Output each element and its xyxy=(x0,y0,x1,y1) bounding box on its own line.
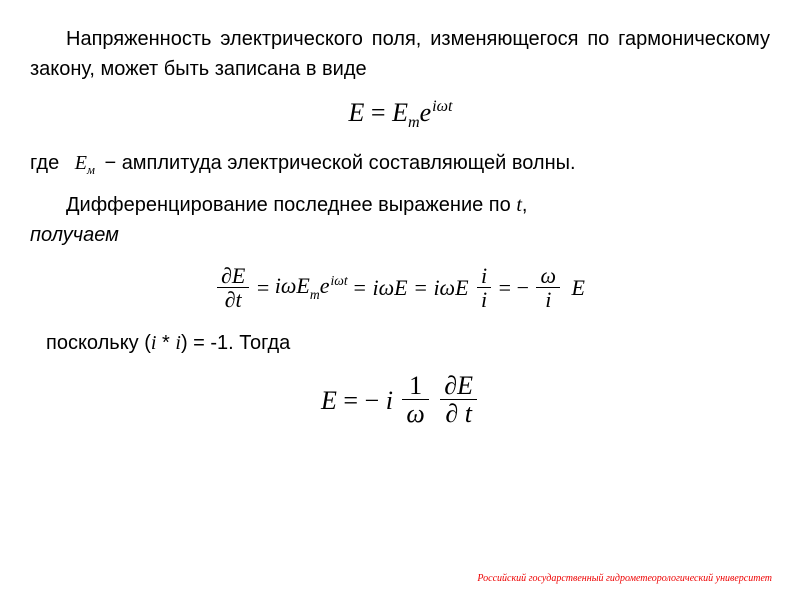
paragraph-3-line2: получаем xyxy=(30,220,770,250)
eq1-E: E xyxy=(349,98,365,127)
equation-1: E = Emeiωt xyxy=(30,98,770,132)
paragraph-2: где Ем − амплитуда электрической составл… xyxy=(30,148,770,180)
equation-2: ∂E ∂t = iωEmeiωt = iωE = iωE i i = − ω i… xyxy=(30,264,770,312)
paragraph-3: Дифференцирование последнее выражение по… xyxy=(30,190,770,220)
paragraph-1: Напряженность электрического поля, измен… xyxy=(30,24,770,84)
equation-3: E = − i 1 ω ∂E ∂ t xyxy=(30,372,770,429)
footer-university: Российский государственный гидрометеорол… xyxy=(477,573,772,584)
paragraph-4: поскольку (i * i) = -1. Тогда xyxy=(46,328,770,358)
